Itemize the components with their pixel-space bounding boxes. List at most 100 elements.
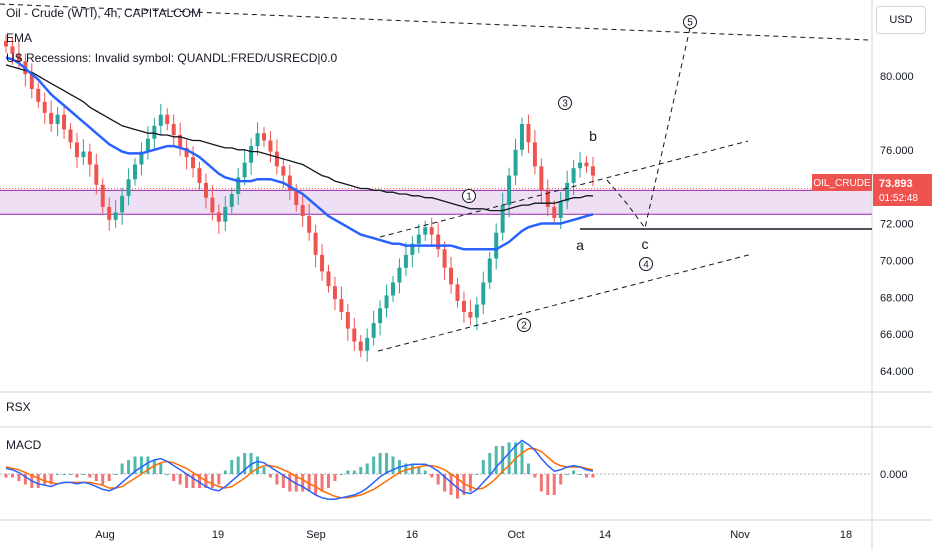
ema-slow-line[interactable] [5, 64, 593, 212]
candle-body[interactable] [94, 164, 99, 185]
candle-body[interactable] [29, 74, 34, 89]
candle-body[interactable] [578, 162, 583, 169]
candle-body[interactable] [126, 179, 131, 196]
candle-body[interactable] [152, 125, 157, 139]
candle-body[interactable] [249, 146, 254, 163]
candle-body[interactable] [100, 184, 105, 207]
candle-body[interactable] [436, 234, 441, 250]
candle-body[interactable] [371, 323, 376, 338]
candle-body[interactable] [55, 114, 60, 124]
wave-projection-path[interactable] [606, 27, 691, 230]
candle-body[interactable] [184, 147, 189, 158]
candle-body[interactable] [87, 151, 92, 165]
candle-body[interactable] [113, 212, 118, 220]
candle-body[interactable] [120, 195, 125, 213]
candle-body[interactable] [313, 232, 318, 255]
candle-body[interactable] [384, 295, 389, 309]
candle-body[interactable] [262, 133, 266, 141]
candle-body[interactable] [423, 227, 428, 235]
candle-body[interactable] [481, 282, 486, 305]
candle-body[interactable] [320, 254, 325, 272]
candle-body[interactable] [584, 162, 589, 167]
candle-body[interactable] [468, 312, 473, 318]
recessions-legend[interactable]: US Recessions: Invalid symbol: QUANDL:FR… [6, 51, 338, 65]
candle-body[interactable] [429, 227, 434, 235]
candle-body[interactable] [532, 142, 537, 167]
upper-trendline[interactable] [0, 3, 869, 41]
candle-body[interactable] [158, 114, 163, 126]
candle-body[interactable] [191, 157, 196, 169]
candle-body[interactable] [558, 201, 563, 218]
candle-body[interactable] [236, 177, 241, 194]
candle-body[interactable] [49, 112, 54, 124]
macd-line[interactable] [5, 439, 594, 500]
candle-body[interactable] [165, 114, 170, 124]
ema-legend[interactable]: EMA [6, 31, 33, 45]
candle-body[interactable] [81, 151, 86, 158]
candle-body[interactable] [397, 267, 402, 283]
candle-body[interactable] [358, 341, 363, 351]
candle-body[interactable] [339, 299, 344, 312]
candle-body[interactable] [332, 286, 337, 300]
candle-body[interactable] [571, 168, 576, 183]
candle-body[interactable] [494, 232, 499, 259]
channel-lower-line[interactable] [377, 253, 753, 352]
candle-body[interactable] [513, 149, 518, 176]
candle-body[interactable] [416, 234, 421, 244]
candle-body[interactable] [42, 101, 47, 113]
candle-body[interactable] [203, 182, 208, 198]
candle-body[interactable] [139, 151, 144, 165]
candle-body[interactable] [62, 114, 67, 130]
candle-body[interactable] [300, 205, 305, 217]
currency-button[interactable]: USD [876, 6, 926, 34]
candle-body[interactable] [345, 312, 350, 329]
candle-body[interactable] [552, 206, 557, 218]
candle-body[interactable] [171, 123, 176, 135]
candle-body[interactable] [326, 271, 331, 287]
candle-body[interactable] [539, 166, 544, 191]
candle-body[interactable] [216, 212, 221, 222]
candle-body[interactable] [442, 249, 447, 268]
support-zone[interactable] [0, 190, 872, 215]
candle-body[interactable] [378, 308, 383, 324]
candle-body[interactable] [590, 166, 595, 176]
candle-body[interactable] [520, 123, 524, 150]
candle-body[interactable] [455, 284, 460, 301]
channel-upper-line[interactable] [379, 140, 749, 238]
ema-fast-line[interactable] [5, 56, 594, 251]
candle-body[interactable] [16, 53, 21, 62]
candle-body[interactable] [526, 123, 531, 143]
candle-body[interactable] [4, 40, 8, 47]
candle-body[interactable] [545, 190, 550, 207]
candle-body[interactable] [68, 129, 73, 143]
candle-body[interactable] [268, 140, 273, 152]
candle-body[interactable] [294, 190, 299, 206]
candle-body[interactable] [74, 142, 79, 158]
candle-body[interactable] [474, 304, 479, 318]
candle-body[interactable] [242, 162, 247, 178]
candle-body[interactable] [410, 243, 415, 255]
candle-body[interactable] [565, 182, 570, 202]
candle-body[interactable] [274, 151, 279, 167]
candle-body[interactable] [145, 138, 150, 152]
candle-body[interactable] [449, 267, 454, 285]
candle-body[interactable] [197, 168, 202, 183]
candle-body[interactable] [178, 135, 183, 148]
candle-body[interactable] [210, 197, 215, 213]
macd-signal-line[interactable] [5, 448, 594, 499]
candle-body[interactable] [36, 88, 41, 102]
candle-body[interactable] [107, 206, 112, 220]
candle-body[interactable] [507, 175, 512, 206]
candle-body[interactable] [223, 206, 228, 222]
candle-body[interactable] [133, 164, 137, 180]
candle-body[interactable] [365, 337, 370, 351]
candle-body[interactable] [229, 194, 234, 207]
candle-body[interactable] [10, 46, 15, 54]
candle-body[interactable] [352, 328, 357, 342]
candle-body[interactable] [500, 205, 505, 233]
candle-body[interactable] [487, 258, 492, 283]
candle-body[interactable] [307, 216, 312, 233]
candle-body[interactable] [391, 282, 395, 296]
candle-body[interactable] [403, 254, 408, 268]
